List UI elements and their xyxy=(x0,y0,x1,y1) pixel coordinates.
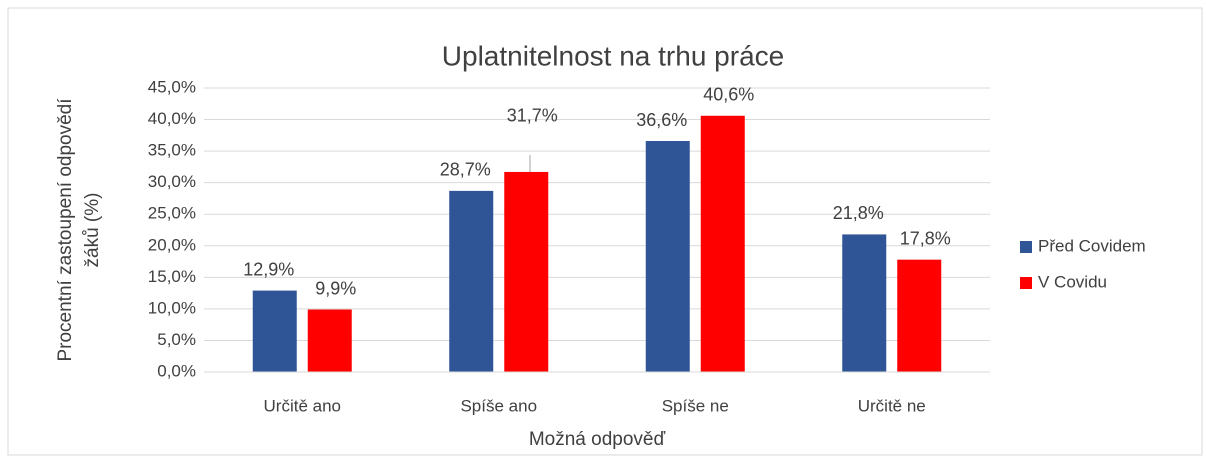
bar xyxy=(700,115,745,372)
bar xyxy=(842,234,887,372)
bar xyxy=(897,259,942,372)
value-label: 40,6% xyxy=(703,85,754,105)
y-tick-label: 20,0% xyxy=(148,235,196,254)
y-tick-label: 35,0% xyxy=(148,141,196,160)
value-label: 31,7% xyxy=(507,106,558,126)
chart-title: Uplatnitelnost na trhu práce xyxy=(442,40,784,71)
legend-swatch xyxy=(1020,241,1032,253)
y-tick-label: 40,0% xyxy=(148,109,196,128)
value-label: 21,8% xyxy=(833,203,884,223)
x-tick-label: Spíše ano xyxy=(460,396,537,415)
bar xyxy=(449,190,494,372)
legend-swatch xyxy=(1020,277,1032,289)
bar xyxy=(504,171,549,372)
y-tick-label: 45,0% xyxy=(148,77,196,96)
legend-label: V Covidu xyxy=(1038,272,1107,291)
value-label: 12,9% xyxy=(243,259,294,279)
x-tick-label: Spíše ne xyxy=(662,396,729,415)
legend-label: Před Covidem xyxy=(1038,236,1146,255)
y-tick-label: 10,0% xyxy=(148,298,196,317)
y-tick-label: 15,0% xyxy=(148,267,196,286)
x-tick-label: Určitě ne xyxy=(858,396,926,415)
y-axis-label: Procentní zastoupení odpovědí xyxy=(55,98,76,362)
y-axis-label: žáků (%) xyxy=(82,193,103,268)
y-tick-label: 30,0% xyxy=(148,172,196,191)
value-label: 9,9% xyxy=(315,278,356,298)
value-label: 28,7% xyxy=(440,160,491,180)
y-tick-label: 0,0% xyxy=(157,361,196,380)
chart-border xyxy=(7,7,1203,456)
y-tick-label: 5,0% xyxy=(157,330,196,349)
x-axis-label: Možná odpověď xyxy=(529,429,666,450)
x-tick-label: Určitě ano xyxy=(264,396,341,415)
bar xyxy=(307,309,352,372)
y-tick-label: 25,0% xyxy=(148,204,196,223)
value-label: 17,8% xyxy=(900,228,951,248)
bar xyxy=(645,141,690,372)
value-label: 36,6% xyxy=(636,110,687,130)
bar xyxy=(252,290,297,372)
